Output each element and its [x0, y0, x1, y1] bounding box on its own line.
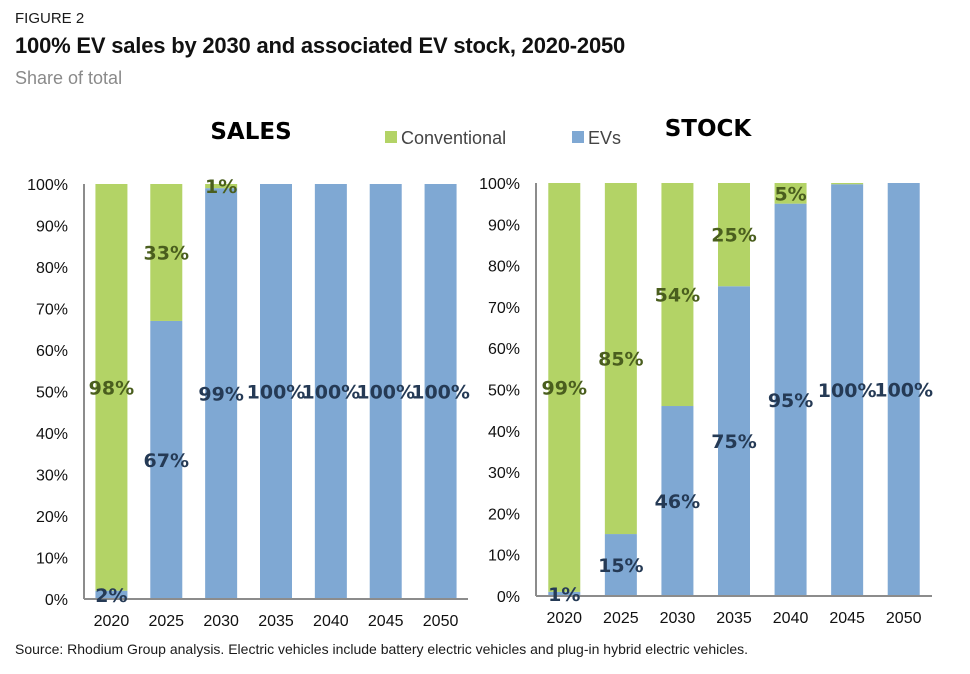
sales-y-tick-label: 50%	[36, 385, 68, 402]
legend-swatch-evs	[572, 131, 584, 143]
sales-bar-evs-2020	[95, 590, 128, 599]
sales-y-tick-label: 30%	[36, 468, 68, 485]
sales-x-tick-label: 2040	[313, 613, 349, 630]
stock-data-label-conventional: 85%	[598, 349, 643, 371]
sales-y-tick-label: 90%	[36, 219, 68, 236]
stock-bar-conventional-2035	[718, 183, 750, 287]
sales-bar-evs-2040	[314, 184, 347, 599]
sales-data-label-evs: 100%	[247, 382, 306, 404]
sales-data-label-evs: 100%	[302, 382, 361, 404]
sales-y-tick-label: 0%	[45, 592, 68, 609]
sales-bar-evs-2035	[260, 184, 292, 599]
sales-y-tick-label: 70%	[36, 302, 68, 319]
sales-bar-evs-2050	[424, 184, 457, 599]
stock-bar-evs-2030	[661, 406, 694, 596]
stock-data-label-conventional: 99%	[542, 377, 587, 399]
stock-data-label-conventional: 54%	[655, 285, 700, 307]
stock-data-label-evs: 75%	[711, 431, 756, 453]
stock-x-tick-label: 2040	[773, 610, 809, 627]
stock-bar-evs-2045	[831, 184, 864, 596]
legend-swatch-conventional	[385, 131, 397, 143]
sales-y-tick-label: 60%	[36, 343, 68, 360]
sales-bar-evs-2045	[369, 184, 402, 599]
sales-data-label-evs: 2%	[95, 585, 127, 607]
stock-bar-conventional-2040	[774, 183, 807, 204]
sales-y-tick-label: 20%	[36, 509, 68, 526]
stock-panel: STOCK 0% 10% 20% 30% 40% 50% 60% 70% 80% 90% 100% 20…	[479, 116, 933, 627]
sales-x-tick-label: 2050	[423, 613, 459, 630]
stock-data-label-evs: 100%	[874, 380, 933, 402]
sales-x-tick-label: 2045	[368, 613, 404, 630]
sales-x-tick-label: 2025	[148, 613, 184, 630]
stock-y-tick-label: 0%	[497, 589, 520, 606]
stock-bar-evs-2050	[887, 183, 920, 596]
sales-x-tick-label: 2035	[258, 613, 294, 630]
sales-x-tick-label: 2030	[203, 613, 239, 630]
sales-data-label-evs: 100%	[356, 382, 415, 404]
sales-bar-evs-2025	[150, 320, 183, 599]
stock-bar-evs-2040	[774, 203, 807, 596]
stock-y-tick-label: 100%	[479, 176, 520, 193]
stock-bar-evs-2035	[718, 286, 750, 596]
stock-data-label-evs: 100%	[818, 380, 877, 402]
stock-y-tick-label: 70%	[488, 300, 520, 317]
stock-y-tick-label: 30%	[488, 465, 520, 482]
stock-bar-evs-2025	[604, 534, 637, 596]
sales-data-label-conventional: 33%	[144, 242, 189, 264]
stock-data-label-evs: 1%	[548, 584, 580, 606]
sales-y-tick-label: 100%	[27, 177, 68, 194]
stock-bar-evs-2020	[548, 591, 581, 596]
sales-y-tick-label: 40%	[36, 426, 68, 443]
sales-bar-conventional-2020	[95, 184, 128, 591]
stock-x-tick-label: 2045	[829, 610, 865, 627]
sales-bar-evs-2030	[205, 188, 238, 599]
stock-bar-conventional-2025	[604, 183, 637, 535]
stock-bar-conventional-2030	[661, 183, 694, 407]
sales-data-label-evs: 99%	[198, 384, 243, 406]
stock-y-tick-label: 90%	[488, 217, 520, 234]
stock-x-tick-label: 2020	[546, 610, 582, 627]
legend-label-conventional: Conventional	[401, 128, 506, 148]
sales-data-label-conventional: 1%	[205, 176, 237, 198]
sales-bar-conventional-2030	[205, 184, 238, 189]
stock-x-tick-label: 2050	[886, 610, 922, 627]
legend-label-evs: EVs	[588, 128, 621, 148]
stock-bar-conventional-2045	[831, 183, 864, 185]
sales-data-label-evs: 100%	[411, 382, 470, 404]
source-note: Source: Rhodium Group analysis. Electric…	[15, 641, 749, 657]
stock-data-label-evs: 15%	[598, 555, 643, 577]
stock-y-tick-label: 50%	[488, 383, 520, 400]
stock-bar-conventional-2020	[548, 183, 581, 592]
stock-y-tick-label: 60%	[488, 341, 520, 358]
figure-subtitle: Share of total	[15, 68, 123, 88]
sales-bar-conventional-2025	[150, 184, 183, 321]
stock-x-tick-label: 2035	[716, 610, 752, 627]
stock-y-tick-label: 10%	[488, 548, 520, 565]
stock-y-tick-label: 40%	[488, 424, 520, 441]
sales-y-tick-label: 10%	[36, 551, 68, 568]
legend: Conventional EVs	[385, 128, 621, 148]
stock-y-tick-label: 20%	[488, 506, 520, 523]
stock-data-label-conventional: 25%	[711, 225, 756, 247]
stock-x-tick-label: 2025	[603, 610, 639, 627]
stock-y-tick-label: 80%	[488, 259, 520, 276]
sales-data-label-conventional: 98%	[89, 377, 134, 399]
stock-panel-title: STOCK	[665, 116, 753, 142]
figure-title: 100% EV sales by 2030 and associated EV …	[15, 33, 626, 58]
stock-data-label-evs: 95%	[768, 390, 813, 412]
sales-panel-title: SALES	[210, 119, 291, 145]
sales-y-tick-label: 80%	[36, 260, 68, 277]
sales-panel: SALES 0% 10% 20% 30% 40% 50% 60% 70% 80% 90% 100% 20…	[27, 119, 470, 630]
sales-x-tick-label: 2020	[94, 613, 130, 630]
stock-data-label-conventional: 5%	[774, 183, 806, 205]
figure-label: FIGURE 2	[15, 10, 85, 27]
sales-data-label-evs: 67%	[144, 450, 189, 472]
stock-data-label-evs: 46%	[655, 491, 700, 513]
stock-x-tick-label: 2030	[660, 610, 696, 627]
